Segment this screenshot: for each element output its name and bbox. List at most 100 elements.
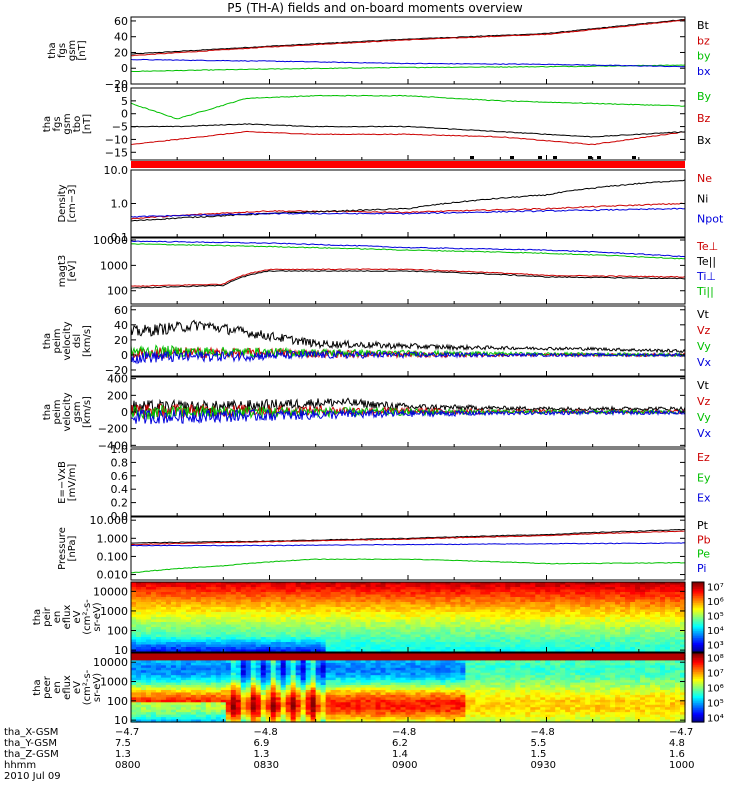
ephemeris-label: 2010 Jul 09 (4, 771, 61, 782)
panel-peer-en-eflux: 10⁸ 10⁷ 10⁶ 10⁵ 10⁴ 10000 1000 100 10 tha peer en ef… (32, 652, 724, 727)
y-axis-label: en (52, 611, 63, 624)
y-tick-label: 60 (114, 15, 128, 28)
colorbar-cell (692, 656, 704, 659)
legend-label: Bx (697, 134, 712, 147)
y-axis-label: (cm²-s- (82, 669, 93, 705)
colorbar-cell (692, 594, 704, 597)
y-tick-label: 100 (107, 285, 128, 298)
y-axis-label: tha (42, 404, 53, 420)
legend-label: Ey (697, 471, 711, 484)
colorbar-cell (692, 659, 704, 663)
y-tick-label: 1000 (100, 676, 128, 689)
series-line-peim-velocity-dsl-Vy (130, 344, 686, 359)
legend-label: Pi (697, 562, 706, 575)
colorbar-cell (692, 692, 704, 695)
colorbar-cell (692, 668, 704, 671)
colorbar-cell (692, 699, 704, 702)
mode-marker (632, 156, 636, 159)
legend-label: Vx (697, 356, 712, 369)
colorbar-cell (692, 624, 704, 627)
colorbar-cell (692, 615, 704, 618)
legend-label: Vz (697, 324, 711, 337)
y-tick-label: −20 (105, 78, 128, 91)
colorbar-cell (692, 629, 704, 632)
series-line-density-Npot (130, 207, 686, 218)
panel-fgs-gsm: Bt bz by bx 60 40 20 0 −20 tha fgs gsm [nT] (47, 15, 711, 91)
y-tick-label: 10.0 (104, 164, 129, 177)
series-line-temperature-Ti⊥ (130, 240, 686, 258)
y-axis-label: [nPa] (67, 535, 78, 561)
series-line-peim-velocity-gsm-Vy (130, 403, 685, 420)
colorbar-cell (692, 711, 704, 714)
colorbar-label: 10⁴ (707, 626, 724, 637)
colorbar-cell (692, 696, 704, 699)
y-tick-label: 0 (121, 62, 128, 75)
y-tick-label: 0 (121, 349, 128, 362)
y-axis-label: peer (42, 675, 53, 699)
colorbar-frame (691, 652, 705, 723)
colorbar-cell (692, 613, 704, 616)
series-line-peim-velocity-gsm-Vx (130, 408, 686, 425)
y-tick-label: 0 (121, 406, 128, 419)
y-axis-label: tha (47, 42, 58, 58)
colorbar-cell (692, 654, 704, 658)
y-axis-label: eflux (62, 675, 73, 700)
y-axis-label: fgs (52, 116, 63, 131)
colorbar-cell (692, 708, 704, 711)
colorbar-cell (692, 701, 704, 704)
y-tick-label: 1.0 (111, 198, 129, 211)
colorbar-cell (692, 684, 704, 687)
y-axis-label: sr-eV) (92, 673, 103, 702)
y-axis-label: tha (42, 333, 53, 349)
series-line-pressure-Pe (130, 558, 685, 574)
legend-label: Te|| (696, 255, 716, 268)
colorbar-label: 10⁴ (707, 714, 724, 725)
colorbar-cell (692, 643, 704, 646)
panel-peir-en-eflux: 10⁷ 10⁶ 10⁵ 10⁴ 10³ 10000 1000 100 10 tha peir en ef… (32, 581, 724, 657)
y-axis-label: [nT] (77, 40, 88, 60)
y-tick-label: 100 (107, 625, 128, 638)
y-tick-label: 100 (107, 695, 128, 708)
colorbar-cell (692, 597, 704, 601)
colorbar-cell (692, 645, 704, 648)
y-tick-label: 10000 (93, 234, 128, 247)
colorbar-label: 10⁸ (707, 654, 724, 665)
colorbar-cell (692, 685, 704, 689)
series-line-peim-velocity-dsl-Vx (130, 349, 686, 365)
panel-frame (130, 448, 686, 517)
y-tick-label: 0.010 (97, 569, 129, 582)
series-line-fgs-gsm-Bt (130, 18, 686, 55)
colorbar-cell (692, 599, 704, 602)
legend-label: Vt (697, 308, 710, 321)
legend-label: Vy (697, 340, 711, 353)
y-axis-label: eflux (62, 605, 73, 630)
colorbar-cell (692, 709, 704, 713)
colorbar-cell (692, 650, 704, 653)
colorbar-cell (692, 687, 704, 690)
y-tick-label: 40 (114, 31, 128, 44)
colorbar-cell (692, 689, 704, 692)
legend-label: Ex (697, 492, 711, 505)
ephemeris-value: −4.8 (392, 727, 417, 738)
y-tick-label: 400 (107, 373, 128, 386)
ephemeris-value: 0830 (253, 760, 279, 771)
y-tick-label: −5 (112, 121, 128, 134)
y-axis-label: sr-eV) (92, 602, 103, 631)
y-axis-label: [km/s] (82, 396, 93, 428)
colorbar-cell (692, 713, 704, 716)
colorbar-cell (692, 666, 704, 670)
y-axis-label: velocity (62, 392, 73, 431)
y-tick-label: 10000 (93, 656, 128, 669)
legend-label: Ez (697, 451, 710, 464)
legend-label: Vt (697, 379, 710, 392)
y-axis-label: (cm²-s- (82, 599, 93, 635)
panel-efield: Ez Ey Ex 1.00.80.60.40.20.0 E=−VxB [mV/m] (57, 443, 711, 523)
y-axis-label: tha (32, 609, 43, 625)
y-tick-label: 1.0 (111, 443, 129, 456)
y-tick-label: 10.000 (90, 514, 129, 527)
colorbar-cell (692, 603, 704, 606)
colorbar-cell (692, 704, 704, 708)
ephemeris-value: 0900 (392, 760, 418, 771)
colorbar-cell (692, 648, 704, 651)
series-line-temperature-Ti|| (130, 243, 686, 260)
